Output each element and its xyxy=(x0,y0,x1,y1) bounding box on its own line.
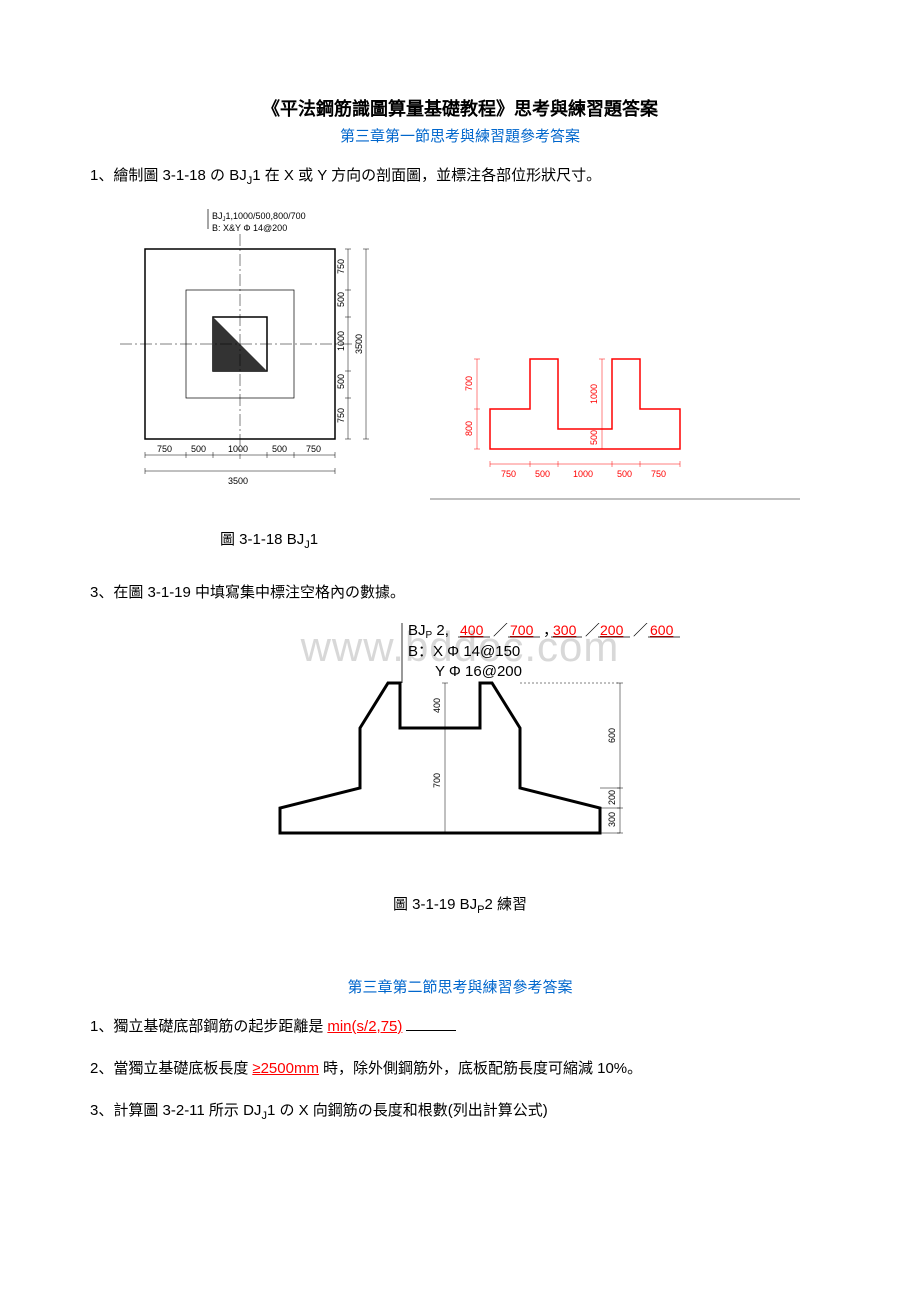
s2-question-2: 2、當獨立基礎底板長度≥2500mm時，除外側鋼筋外，底板配筋長度可縮減 10%… xyxy=(90,1057,830,1081)
svg-text:500: 500 xyxy=(336,292,346,307)
svg-text:1000: 1000 xyxy=(573,469,593,479)
svg-text:500: 500 xyxy=(589,430,599,445)
svg-text:／: ／ xyxy=(585,623,600,639)
question-1: 1、繪制圖 3-1-18 の BJJ1 在 X 或 Y 方向の剖面圖，並標注各部… xyxy=(90,164,830,191)
s2-question-3: 3、計算圖 3-2-11 所示 DJJ1 の X 向鋼筋の長度和根數(列出計算公… xyxy=(90,1099,830,1126)
s2-question-1: 1、獨立基礎底部鋼筋の起步距離是min(s/2,75) xyxy=(90,1015,830,1039)
svg-text:Y Φ 16@200: Y Φ 16@200 xyxy=(435,663,522,680)
figure-2: www.bddoc.com BJP 2, 400 ／ 700 ， 300 ／ 2… xyxy=(90,623,830,883)
svg-text:400: 400 xyxy=(460,623,484,638)
svg-text:750: 750 xyxy=(501,469,516,479)
svg-text:1000: 1000 xyxy=(589,384,599,404)
plan-diagram: BJJ1,1000/500,800/700 B: X&Y Φ 14@200 xyxy=(90,209,400,514)
svg-text:700: 700 xyxy=(432,773,442,788)
svg-text:200: 200 xyxy=(607,790,617,805)
svg-text:750: 750 xyxy=(651,469,666,479)
page-title: 《平法鋼筋識圖算量基礎教程》思考與練習題答案 xyxy=(90,95,830,121)
svg-text:750: 750 xyxy=(336,408,346,423)
svg-text:300: 300 xyxy=(607,812,617,827)
svg-text:BJJ1,1000/500,800/700: BJJ1,1000/500,800/700 xyxy=(212,211,306,223)
svg-text:B: X&Y Φ 14@200: B: X&Y Φ 14@200 xyxy=(212,223,287,233)
svg-text:500: 500 xyxy=(336,374,346,389)
question-3: 3、在圖 3-1-19 中填寫集中標注空格內の數據。 xyxy=(90,581,830,605)
section2-heading: 第三章第二節思考與練習參考答案 xyxy=(90,976,830,997)
svg-text:400: 400 xyxy=(432,698,442,713)
svg-text:750: 750 xyxy=(336,259,346,274)
svg-text:／: ／ xyxy=(633,623,648,639)
figure-1-row: BJJ1,1000/500,800/700 B: X&Y Φ 14@200 xyxy=(90,209,830,514)
svg-text:500: 500 xyxy=(272,444,287,454)
svg-text:500: 500 xyxy=(535,469,550,479)
section1-heading: 第三章第一節思考與練習題參考答案 xyxy=(90,125,830,146)
svg-text:200: 200 xyxy=(600,623,624,638)
svg-text:1000: 1000 xyxy=(228,444,248,454)
svg-text:750: 750 xyxy=(306,444,321,454)
svg-text:／: ／ xyxy=(493,623,508,639)
svg-text:1000: 1000 xyxy=(336,331,346,351)
svg-text:750: 750 xyxy=(157,444,172,454)
svg-text:600: 600 xyxy=(650,623,674,638)
figure1-caption: 圖 3-1-18 BJJ1 xyxy=(90,528,830,551)
svg-text:600: 600 xyxy=(607,728,617,743)
svg-text:700: 700 xyxy=(464,376,474,391)
svg-text:500: 500 xyxy=(191,444,206,454)
svg-text:800: 800 xyxy=(464,421,474,436)
svg-text:B：X Φ 14@150: B：X Φ 14@150 xyxy=(408,643,520,660)
svg-text:700: 700 xyxy=(510,623,534,638)
svg-text:BJP 2,: BJP 2, xyxy=(408,623,449,641)
svg-text:500: 500 xyxy=(617,469,632,479)
figure2-caption: 圖 3-1-19 BJP2 練習 xyxy=(90,893,830,916)
svg-text:3500: 3500 xyxy=(354,334,364,354)
svg-text:3500: 3500 xyxy=(228,476,248,486)
section-diagram: 700 800 1000 500 750 xyxy=(430,299,800,514)
svg-text:300: 300 xyxy=(553,623,577,638)
